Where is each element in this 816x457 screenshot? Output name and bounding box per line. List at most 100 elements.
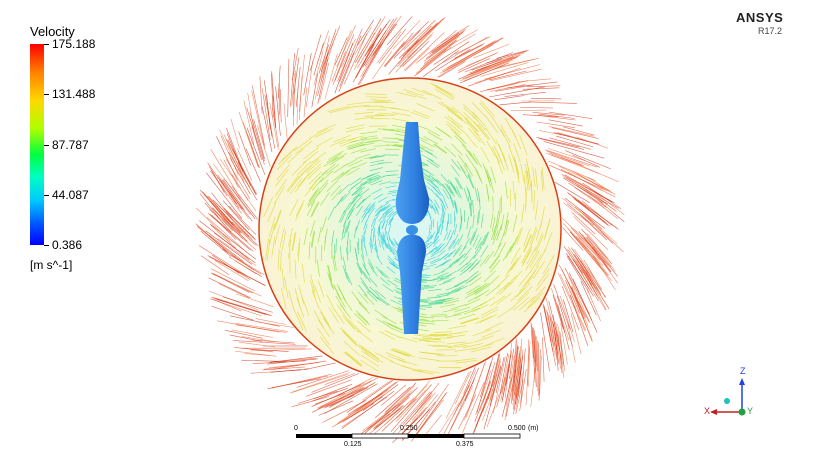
velocity-vector bbox=[515, 379, 524, 415]
velocity-vector bbox=[261, 105, 273, 153]
velocity-vector bbox=[428, 302, 443, 305]
velocity-vector bbox=[442, 183, 450, 195]
velocity-vector bbox=[430, 313, 447, 316]
axis-triad[interactable] bbox=[710, 378, 746, 416]
velocity-vector bbox=[391, 240, 397, 248]
velocity-vector bbox=[421, 287, 435, 289]
velocity-vector bbox=[368, 276, 378, 288]
velocity-vector bbox=[430, 180, 440, 189]
velocity-vector bbox=[290, 53, 295, 107]
velocity-vector bbox=[453, 131, 467, 145]
velocity-vector bbox=[374, 205, 383, 213]
velocity-vector bbox=[539, 138, 585, 150]
velocity-vector bbox=[373, 408, 401, 430]
velocity-vector bbox=[383, 239, 388, 249]
velocity-vector bbox=[309, 280, 316, 299]
velocity-vector bbox=[438, 402, 460, 435]
velocity-vector bbox=[332, 256, 336, 272]
velocity-vector bbox=[373, 175, 386, 181]
velocity-vector bbox=[472, 111, 487, 128]
velocity-vector bbox=[361, 208, 368, 219]
velocity-vector bbox=[472, 114, 487, 131]
velocity-vector bbox=[441, 258, 452, 266]
velocity-vector bbox=[536, 137, 580, 148]
velocity-vector bbox=[364, 93, 386, 95]
velocity-vector bbox=[335, 295, 345, 311]
velocity-vector bbox=[427, 131, 443, 141]
velocity-vector bbox=[416, 103, 435, 112]
velocity-vector bbox=[437, 272, 449, 278]
velocity-vector bbox=[343, 202, 351, 214]
velocity-vector bbox=[317, 380, 372, 409]
velocity-vector bbox=[454, 177, 462, 190]
velocity-vector bbox=[559, 165, 611, 192]
velocity-vector bbox=[209, 214, 254, 252]
velocity-vector bbox=[380, 202, 389, 209]
velocity-vector bbox=[381, 215, 387, 224]
velocity-vector bbox=[462, 317, 480, 324]
velocity-vector bbox=[327, 265, 332, 281]
velocity-vector bbox=[359, 178, 372, 186]
velocity-vector bbox=[308, 186, 320, 202]
velocity-vector bbox=[351, 187, 362, 197]
velocity-vector bbox=[543, 219, 551, 240]
velocity-vector bbox=[307, 192, 318, 208]
velocity-vector bbox=[334, 37, 348, 66]
velocity-vector bbox=[318, 280, 325, 298]
velocity-vector bbox=[218, 283, 250, 299]
velocity-vector bbox=[354, 18, 382, 63]
velocity-vector bbox=[385, 170, 399, 172]
velocity-vector bbox=[366, 204, 375, 213]
velocity-vector bbox=[491, 146, 501, 164]
velocity-vector bbox=[288, 227, 293, 247]
velocity-vector bbox=[366, 403, 400, 430]
velocity-vector bbox=[238, 341, 276, 348]
velocity-vector bbox=[392, 20, 421, 49]
velocity-vector bbox=[434, 229, 439, 239]
velocity-vector bbox=[262, 366, 306, 371]
velocity-vector bbox=[466, 57, 512, 76]
velocity-vector bbox=[196, 224, 229, 254]
velocity-vector bbox=[536, 336, 538, 392]
velocity-vector bbox=[384, 397, 415, 426]
velocity-vector bbox=[302, 146, 320, 160]
velocity-vector bbox=[495, 282, 510, 295]
ansys-logo: ANSYS bbox=[736, 10, 784, 25]
velocity-vector bbox=[207, 162, 240, 209]
velocity-vector bbox=[523, 234, 532, 253]
velocity-vector bbox=[387, 255, 395, 264]
velocity-vector bbox=[516, 282, 531, 298]
velocity-vector bbox=[321, 216, 327, 232]
velocity-vector bbox=[582, 182, 622, 209]
velocity-vector bbox=[539, 355, 542, 395]
velocity-vector bbox=[442, 308, 459, 313]
velocity-vector bbox=[345, 271, 353, 286]
velocity-vector bbox=[433, 202, 439, 212]
velocity-vector bbox=[326, 180, 339, 192]
velocity-vector bbox=[382, 211, 389, 219]
velocity-vector bbox=[338, 287, 347, 302]
velocity-vector bbox=[351, 290, 362, 304]
velocity-vector bbox=[404, 32, 445, 71]
legend-value-label: 175.188 bbox=[52, 37, 96, 51]
velocity-vector bbox=[373, 144, 390, 147]
velocity-vector bbox=[436, 221, 439, 231]
velocity-vector bbox=[427, 182, 437, 190]
velocity-vector bbox=[345, 220, 350, 234]
velocity-vector bbox=[342, 159, 357, 167]
velocity-vector bbox=[473, 43, 510, 59]
velocity-vector bbox=[324, 383, 378, 414]
velocity-vector bbox=[392, 111, 411, 117]
velocity-vector bbox=[356, 261, 363, 274]
velocity-vector bbox=[513, 346, 519, 391]
velocity-vector bbox=[508, 154, 515, 173]
velocity-vector bbox=[388, 244, 395, 253]
velocity-vector bbox=[342, 265, 348, 280]
velocity-vector bbox=[379, 181, 391, 185]
velocity-vector bbox=[340, 245, 342, 261]
velocity-vector bbox=[476, 211, 479, 226]
triad-x-label: X bbox=[704, 406, 711, 416]
velocity-vector bbox=[419, 279, 432, 282]
velocity-vector bbox=[473, 282, 488, 293]
